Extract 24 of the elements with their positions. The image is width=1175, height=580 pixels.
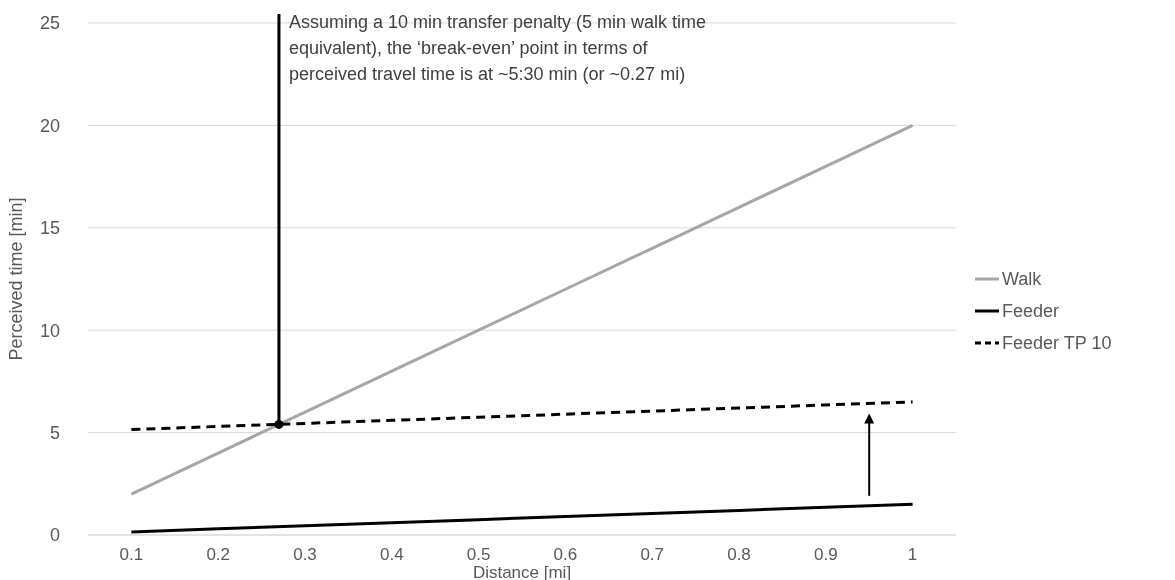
line-series bbox=[129, 123, 915, 496]
x-tick-label: 1 bbox=[907, 544, 918, 564]
line-series bbox=[129, 502, 915, 534]
legend-label: Walk bbox=[1002, 269, 1043, 290]
line-series bbox=[129, 400, 915, 432]
annotation: Assuming a 10 min transfer penalty (5 min walk time equivalent), the ‘break-even’ point in terms of perceived travel time is at ~5:30 min (or ~0.27 mi) bbox=[288, 12, 707, 84]
legend-label: Feeder TP 10 bbox=[1002, 333, 1112, 354]
y-axis-title: Perceived time [min] bbox=[6, 197, 26, 361]
y-tick-label: 10 bbox=[39, 320, 60, 341]
y-tick-label: 5 bbox=[49, 422, 60, 443]
x-tick-label: 0.9 bbox=[813, 544, 838, 564]
x-tick-label: 0.7 bbox=[640, 544, 665, 564]
y-tick-label: 20 bbox=[39, 115, 60, 136]
x-tick-label: 0.2 bbox=[206, 544, 231, 564]
y-tick-label: 25 bbox=[39, 13, 60, 34]
x-tick-label: 0.6 bbox=[553, 544, 578, 564]
x-tick-label: 0.3 bbox=[293, 544, 317, 564]
y-tick-label: 0 bbox=[49, 525, 60, 546]
x-tick-label: 0.4 bbox=[379, 544, 404, 564]
legend-label: Feeder bbox=[1002, 301, 1060, 322]
x-tick-label: 0.1 bbox=[119, 544, 144, 564]
x-tick-label: 0.5 bbox=[466, 544, 491, 564]
y-tick-label: 15 bbox=[39, 218, 60, 239]
x-tick-label: 0.8 bbox=[727, 544, 751, 564]
